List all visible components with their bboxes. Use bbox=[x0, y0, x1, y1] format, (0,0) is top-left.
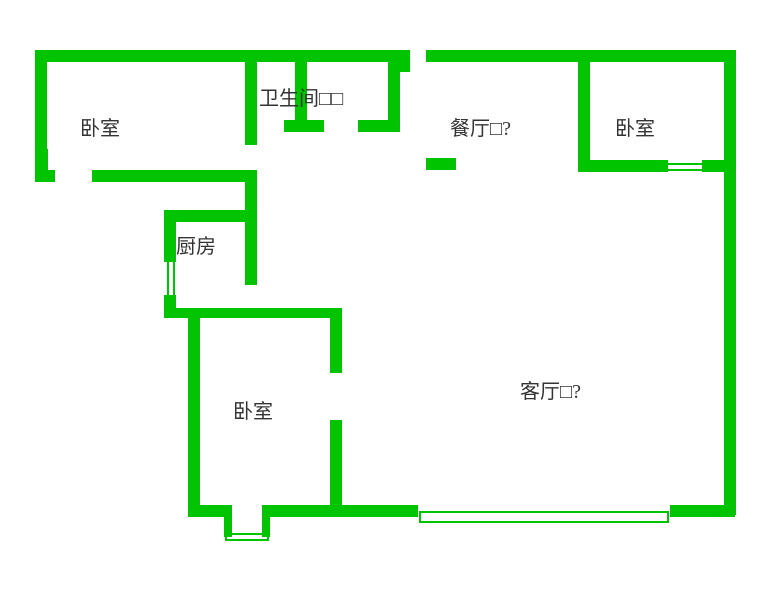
label-dining: 餐厅□? bbox=[450, 112, 511, 141]
wall-bath-right-v bbox=[388, 50, 400, 132]
wall-left-piece-h bbox=[35, 170, 55, 182]
wall-hall-v bbox=[245, 170, 257, 285]
wall-bedroom1-right-v bbox=[245, 50, 257, 145]
label-bathroom: 卫生间□□ bbox=[259, 82, 343, 111]
floorplan-svg bbox=[0, 0, 779, 600]
wall-bedroom2-bot-h bbox=[578, 160, 668, 172]
wall-bedroom2-bot-h2 bbox=[702, 160, 736, 172]
wall-shelf-drop-v bbox=[164, 210, 176, 262]
label-living: 客厅□? bbox=[520, 375, 581, 404]
opening-win-bottom-living bbox=[420, 512, 668, 522]
wall-bottom-stub1a-v bbox=[224, 505, 232, 537]
label-bedroom-3: 卧室 bbox=[233, 395, 273, 424]
wall-bedroom1-bot-h bbox=[92, 170, 257, 182]
wall-bottom-stub1b-v bbox=[262, 505, 270, 537]
wall-bath-bottom-h1 bbox=[284, 120, 324, 132]
wall-bedroom3-right-lower-v bbox=[330, 420, 342, 505]
label-bedroom-1: 卧室 bbox=[80, 112, 120, 141]
label-bedroom-2: 卧室 bbox=[615, 112, 655, 141]
wall-bottom-mid2-h bbox=[330, 505, 418, 517]
label-kitchen: 厨房 bbox=[176, 230, 216, 259]
wall-bedroom3-left-v bbox=[188, 308, 200, 516]
wall-dining-living-h bbox=[426, 158, 456, 170]
wall-living-right-v bbox=[724, 170, 736, 515]
opening-win-bedroom2-bot bbox=[664, 164, 704, 170]
wall-top-mid-h bbox=[255, 50, 400, 62]
wall-bedroom3-right-upper-v bbox=[330, 308, 342, 373]
wall-bedroom2-right-v bbox=[724, 50, 736, 170]
wall-shelf-h bbox=[164, 210, 257, 222]
opening-win-left-kitchen bbox=[168, 258, 174, 296]
wall-bath-bottom-h2 bbox=[358, 120, 400, 132]
floorplan-canvas: 卧室 卫生间□□ 餐厅□? 卧室 厨房 卧室 客厅□? bbox=[0, 0, 779, 600]
wall-dining-bed-sep-v bbox=[578, 50, 590, 170]
wall-top-left-h bbox=[35, 50, 257, 62]
opening-win-bottom-bedroom3 bbox=[226, 534, 268, 540]
wall-bottom-left-h bbox=[188, 505, 230, 517]
